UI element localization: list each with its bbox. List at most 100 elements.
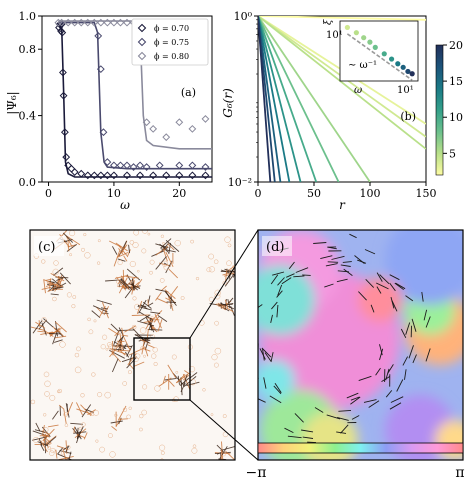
zoom-line-bottom (189, 399, 259, 461)
data-point (201, 115, 210, 123)
faint-defect (71, 304, 76, 309)
displacement-arrow (376, 286, 382, 294)
defect-segment (131, 314, 150, 316)
data-point (175, 171, 184, 180)
displacement-arrow (258, 398, 266, 403)
data-point (94, 32, 103, 40)
inset-point (361, 35, 367, 41)
panel-a-xlabel: ω (120, 198, 130, 212)
series-line-omega-5 (258, 16, 426, 150)
faint-defect (100, 344, 106, 350)
faint-defect (84, 252, 91, 259)
x-tick-label: 150 (416, 187, 437, 200)
defect-segment (56, 277, 64, 281)
defect-segment (189, 372, 198, 379)
faint-defect (221, 451, 226, 457)
faint-defect (173, 396, 179, 402)
displacement-arrow (370, 304, 375, 313)
defect-segment (217, 302, 234, 313)
defect-segment (52, 278, 61, 289)
displacement-arrow (263, 377, 267, 389)
faint-defect (105, 347, 109, 351)
defect-segment (48, 424, 59, 428)
defect-segment (161, 245, 168, 250)
defect-segment (116, 276, 127, 291)
defect-segment (121, 334, 129, 337)
faint-defect (214, 347, 222, 355)
defect-segment (165, 291, 172, 300)
data-point (136, 171, 144, 180)
data-point (54, 18, 63, 27)
displacement-arrow (302, 274, 311, 276)
defect-segment (156, 297, 168, 304)
displacement-arrow (307, 441, 317, 444)
displacement-arrow (270, 274, 279, 285)
faint-defect (114, 413, 118, 417)
displacement-arrow (358, 291, 367, 301)
defect-segment (45, 436, 57, 446)
faint-defect (213, 362, 219, 368)
defect-segment (164, 289, 176, 299)
defect-segment (48, 280, 56, 284)
displacement-arrow (421, 291, 424, 302)
defect-segment (123, 336, 131, 351)
defect-segment (45, 283, 54, 287)
faint-defect (192, 444, 197, 448)
data-point (142, 118, 151, 127)
displacement-arrow (365, 278, 375, 288)
panel-b-xlabel: r (339, 198, 346, 212)
data-point (123, 18, 131, 27)
faint-defect (149, 316, 156, 323)
defect-segment (170, 296, 172, 309)
displacement-arrow (302, 436, 314, 439)
defect-segment (66, 402, 74, 416)
faint-defect (149, 259, 155, 265)
faint-defect (63, 412, 68, 417)
defect-segment (35, 422, 41, 432)
displacement-arrow (390, 296, 395, 309)
faint-defect (143, 354, 146, 358)
displacement-arrow (237, 346, 238, 357)
defect-segment (91, 310, 101, 319)
defect-segment (108, 327, 120, 336)
data-point (90, 171, 99, 180)
faint-defect (214, 289, 221, 297)
displacement-arrow (338, 409, 352, 412)
displacement-arrow (325, 263, 338, 267)
defect-segment (111, 425, 117, 431)
defect-segment (99, 306, 106, 318)
displacement-arrow (405, 295, 414, 302)
displacement-arrow (281, 277, 292, 285)
faint-defect (80, 393, 85, 398)
defect-segment (162, 375, 166, 384)
defect-segment (112, 246, 118, 255)
displacement-arrow (340, 424, 349, 434)
data-point (149, 124, 158, 133)
defect-segment (115, 242, 128, 252)
phase-colorbar: −π π (246, 442, 465, 481)
faint-defect (208, 253, 215, 260)
faint-defect (102, 334, 108, 340)
faint-defect (33, 436, 40, 444)
defect-segment (118, 279, 129, 289)
faint-defect (160, 450, 165, 455)
displacement-arrow (375, 367, 381, 376)
faint-defect (52, 296, 57, 302)
displacement-arrow (395, 282, 406, 290)
faint-defect (69, 253, 73, 257)
defect-segment (52, 326, 58, 332)
faint-defect (202, 388, 206, 392)
defect-segment (83, 432, 88, 440)
faint-defect (81, 247, 85, 252)
data-point (77, 18, 86, 27)
faint-defect (206, 267, 212, 273)
faint-defect (150, 334, 156, 340)
defect-segment (121, 278, 133, 291)
x-tick-label: 0 (255, 187, 262, 200)
faint-defect (141, 409, 147, 416)
series-line-omega-16 (258, 16, 282, 182)
faint-defect (224, 236, 231, 243)
displacement-arrow (276, 290, 283, 298)
displacement-arrow (368, 400, 380, 408)
defect-segment (155, 288, 169, 293)
